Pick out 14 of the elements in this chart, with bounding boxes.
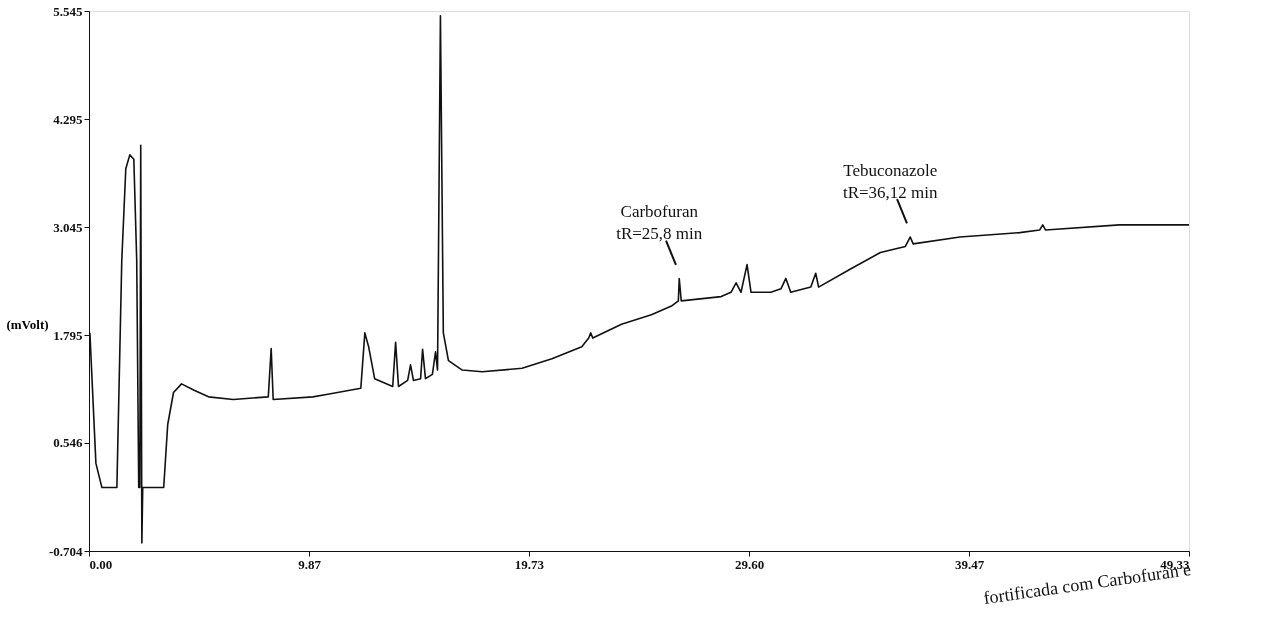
y-tick-label: -0.704: [48, 543, 83, 559]
x-tick-label: 19.73: [514, 556, 545, 572]
y-tick-label: 4.295: [53, 111, 83, 127]
x-tick-label: 39.47: [955, 556, 985, 572]
x-tick-label: 29.60: [734, 556, 765, 572]
annotation: Carbofuran tR=25,8 min: [616, 202, 703, 244]
y-tick-label: 5.545: [53, 3, 83, 19]
y-tick-label: 3.045: [53, 219, 83, 235]
y-tick-label: 0.546: [53, 435, 83, 451]
x-tick-label: 0.00: [89, 556, 113, 572]
y-tick-label: 1.795: [53, 327, 83, 343]
x-tick-label: 9.87: [298, 556, 322, 572]
annotation: Tebuconazole tR=36,12 min: [842, 160, 939, 202]
y-axis-title: (mVolt): [6, 316, 49, 332]
